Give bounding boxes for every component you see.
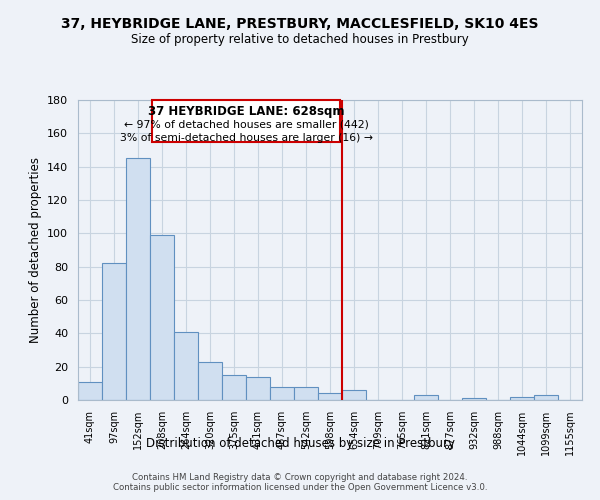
Text: Size of property relative to detached houses in Prestbury: Size of property relative to detached ho… (131, 32, 469, 46)
Bar (270, 386, 294, 400)
Bar (510, 396, 534, 400)
Bar (342, 390, 366, 400)
Bar (294, 386, 318, 400)
Text: 37 HEYBRIDGE LANE: 628sqm: 37 HEYBRIDGE LANE: 628sqm (148, 105, 344, 118)
Bar (198, 362, 222, 400)
Bar (462, 398, 486, 400)
Text: 3% of semi-detached houses are larger (16) →: 3% of semi-detached houses are larger (1… (120, 134, 373, 143)
Bar (222, 375, 246, 400)
Bar (534, 395, 558, 400)
Bar (126, 158, 150, 400)
Text: Distribution of detached houses by size in Prestbury: Distribution of detached houses by size … (146, 438, 455, 450)
Bar (174, 332, 198, 400)
Text: 37, HEYBRIDGE LANE, PRESTBURY, MACCLESFIELD, SK10 4ES: 37, HEYBRIDGE LANE, PRESTBURY, MACCLESFI… (61, 18, 539, 32)
Text: Contains public sector information licensed under the Open Government Licence v3: Contains public sector information licen… (113, 484, 487, 492)
Bar (102, 264, 126, 400)
Bar (318, 394, 342, 400)
Y-axis label: Number of detached properties: Number of detached properties (29, 157, 41, 343)
FancyBboxPatch shape (152, 100, 340, 141)
Text: ← 97% of detached houses are smaller (442): ← 97% of detached houses are smaller (44… (124, 119, 368, 129)
Bar (150, 235, 174, 400)
Bar (78, 382, 102, 400)
Bar (246, 376, 270, 400)
Text: Contains HM Land Registry data © Crown copyright and database right 2024.: Contains HM Land Registry data © Crown c… (132, 472, 468, 482)
Bar (414, 395, 438, 400)
